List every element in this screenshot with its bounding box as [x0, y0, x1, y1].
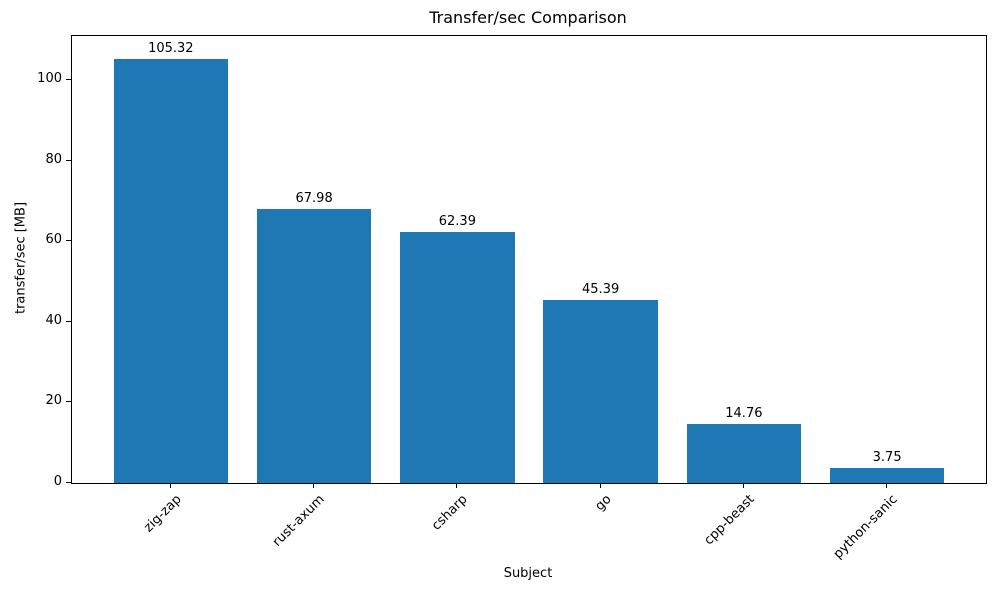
y-tick-label: 60 [45, 232, 62, 248]
x-tick-label: cpp-beast [701, 492, 758, 549]
x-tick-mark [886, 483, 888, 488]
y-tick-label: 0 [53, 474, 62, 489]
y-tick-mark [66, 482, 71, 483]
x-tick-label: python-sanic [830, 492, 901, 562]
bar-value-label: 14.76 [725, 405, 763, 421]
x-tick-label: go [592, 492, 615, 515]
bar-python-sanic [829, 467, 945, 483]
x-tick-mark [169, 483, 171, 488]
x-tick-mark [742, 483, 744, 488]
bar-csharp [400, 231, 515, 483]
x-tick-mark [599, 483, 601, 488]
y-tick-mark [66, 159, 71, 161]
y-tick-mark [66, 79, 71, 81]
bar-value-label: 105.32 [148, 40, 194, 56]
y-tick-mark [66, 401, 71, 403]
x-tick-mark [313, 483, 315, 488]
bar-value-label: 45.39 [582, 282, 620, 298]
x-axis-label: Subject [503, 566, 553, 581]
x-tick-mark [456, 483, 458, 488]
bar-value-label: 3.75 [872, 449, 902, 465]
y-tick-label: 20 [45, 393, 62, 409]
bar-go [543, 300, 658, 483]
bar-value-label: 67.98 [295, 191, 333, 207]
bar-rust-axum [256, 209, 372, 483]
y-axis-label: transfer/sec [MB] [13, 201, 29, 315]
x-tick-label: csharp [429, 492, 471, 534]
bar-cpp-beast [686, 423, 802, 483]
y-tick-mark [66, 240, 71, 242]
bar-zig-zap [113, 58, 229, 483]
x-tick-label: rust-axum [269, 492, 328, 550]
x-tick-label: zig-zap [141, 492, 185, 536]
y-tick-label: 40 [45, 312, 62, 328]
y-tick-label: 100 [37, 71, 62, 87]
plot-area: 105.32 67.98 62.39 45.39 14.76 3.75 [71, 35, 987, 484]
y-tick-label: 80 [45, 151, 62, 167]
bar-value-label: 62.39 [438, 213, 476, 229]
y-tick-mark [66, 320, 71, 322]
chart-title: Transfer/sec Comparison [429, 8, 627, 27]
